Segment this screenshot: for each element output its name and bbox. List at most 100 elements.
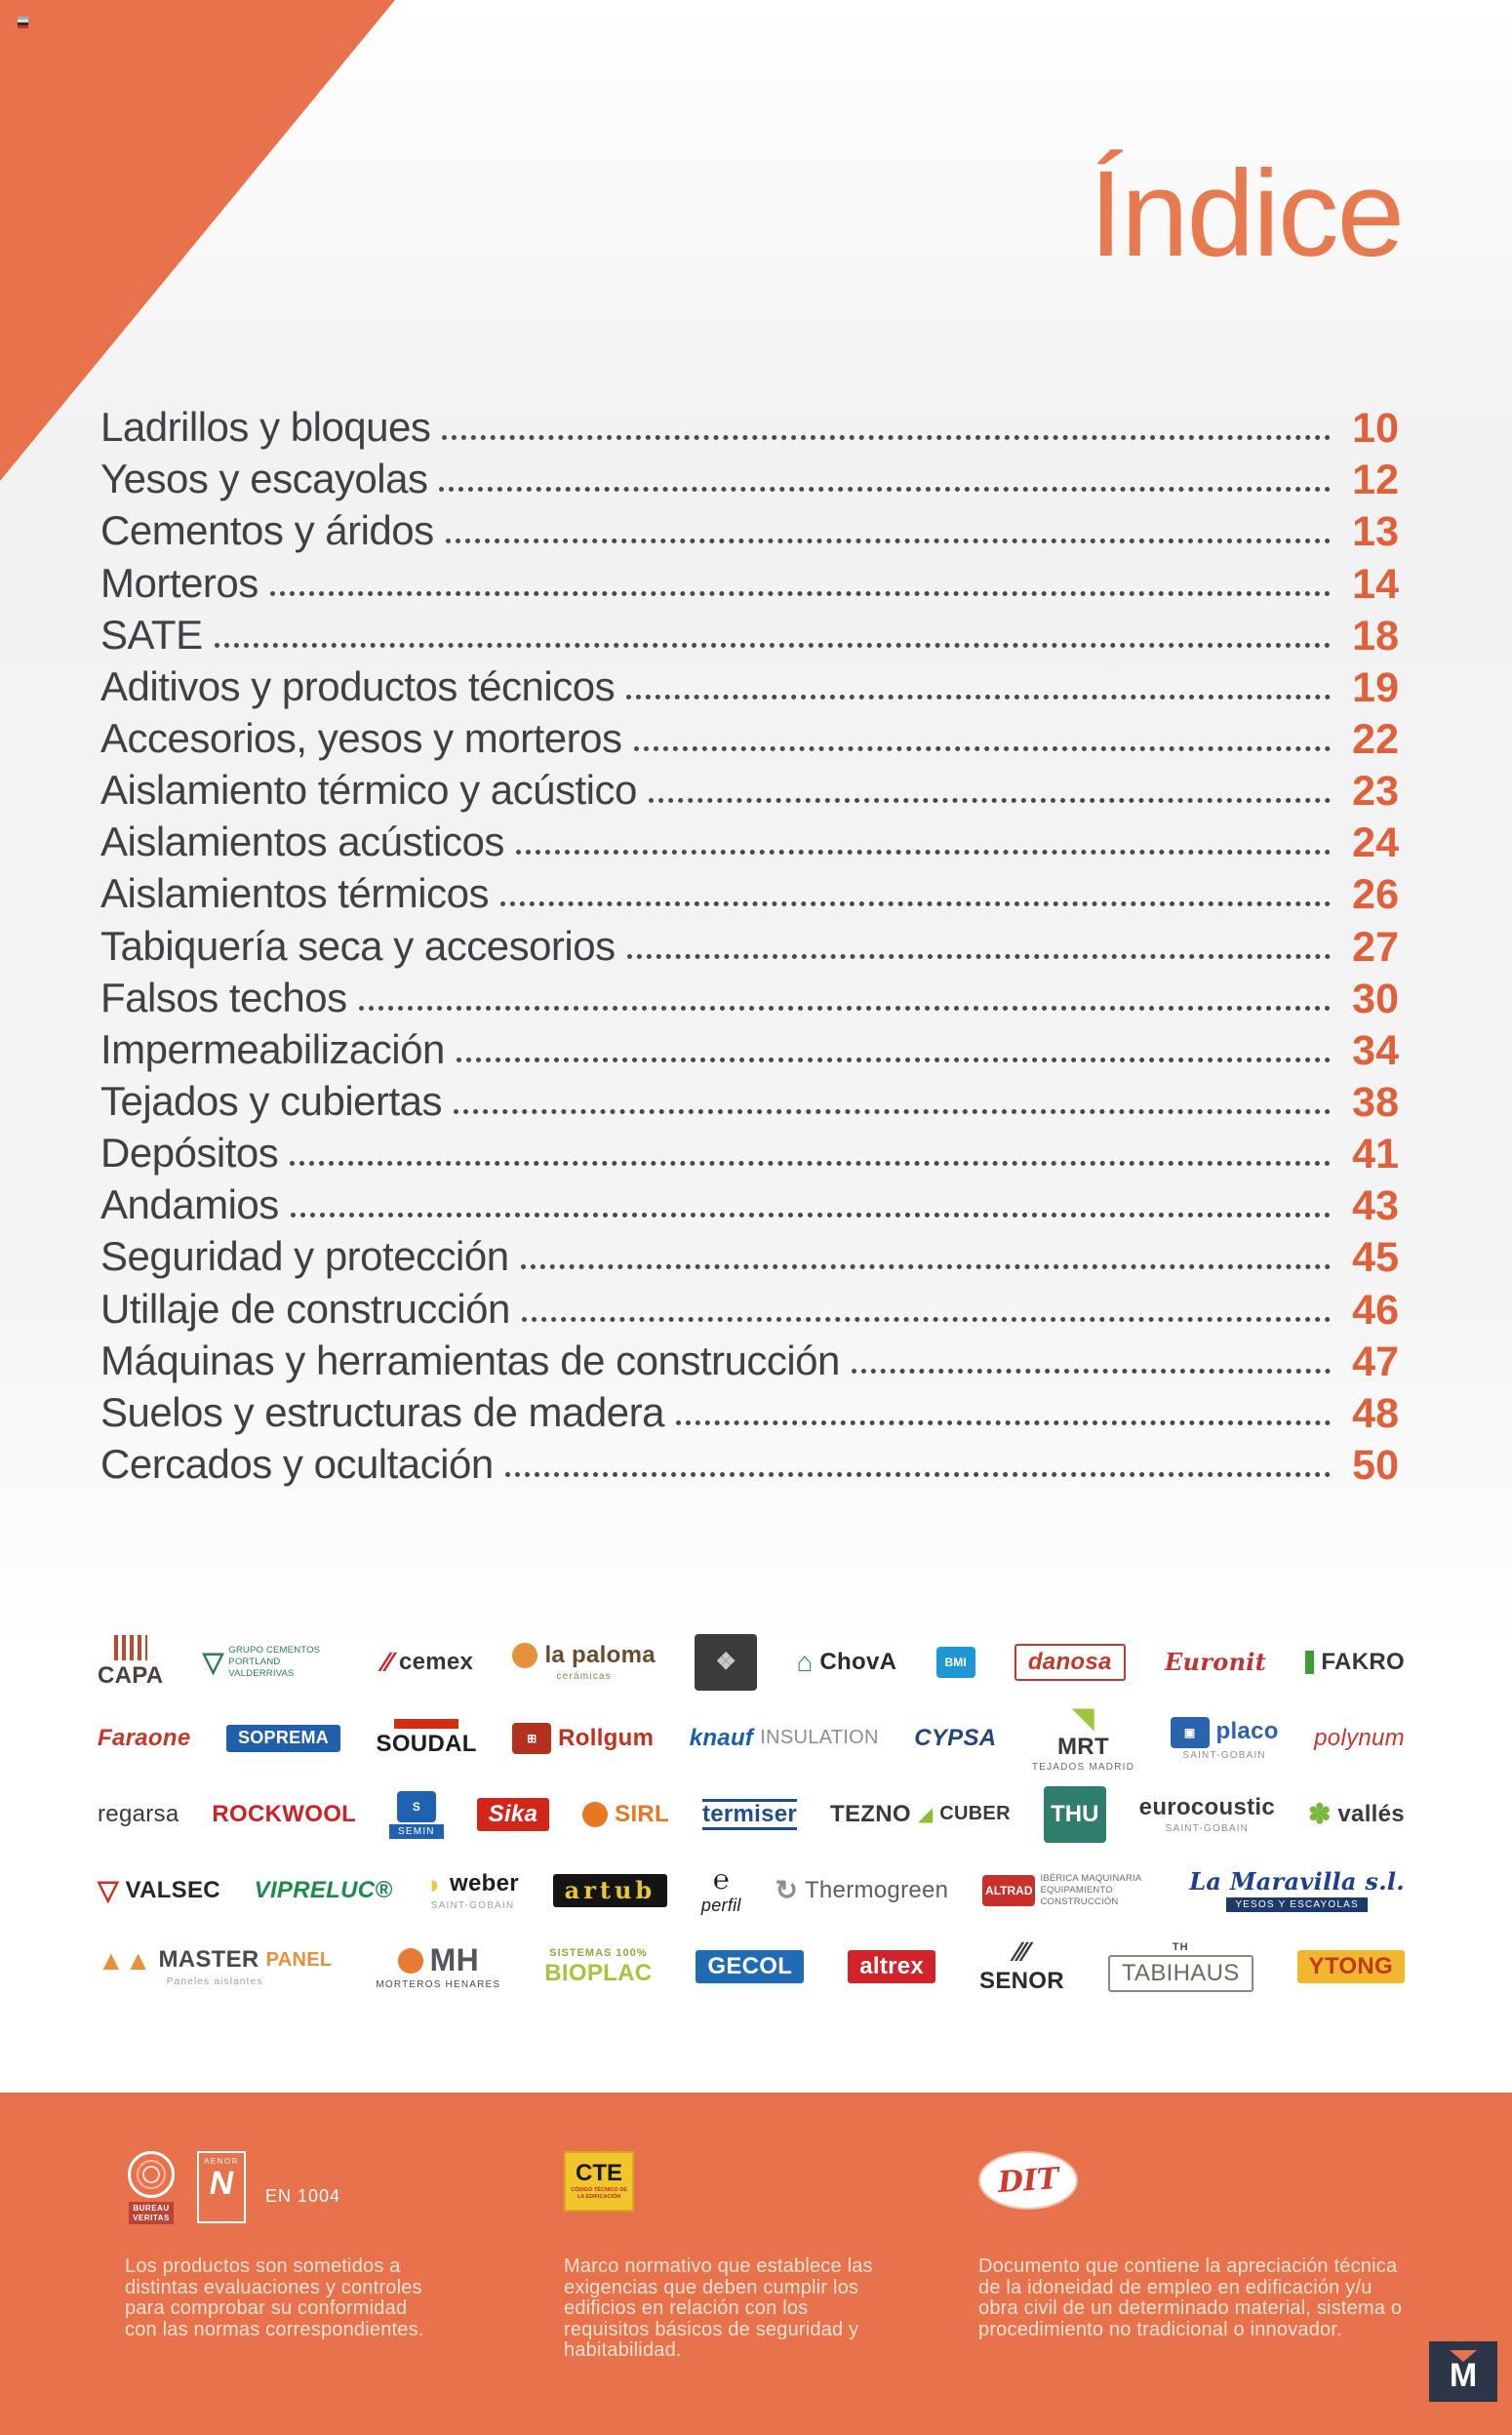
brand-logo-label: termiser [701,1798,798,1831]
toc-entry[interactable]: Tabiquería seca y accesorios 27 [100,922,1399,974]
toc-entry[interactable]: Cementos y áridos 13 [100,507,1399,559]
toc-entry-page-number: 18 [1352,612,1399,659]
toc-entry-page-number: 26 [1352,871,1399,919]
ceramic-emblem-icon: ❖ [695,1634,758,1691]
brand-logo-label: regarsa [98,1800,179,1827]
toc-entry[interactable]: Aislamientos acústicos 24 [100,818,1399,870]
toc-entry[interactable]: Ladrillos y bloques 10 [100,404,1399,456]
toc-entry[interactable]: Máquinas y herramientas de construcción 4… [100,1337,1399,1389]
brand-logo-eurocoustic: eurocoustic SAINT-GOBAIN [1139,1794,1275,1833]
toc-entry-page-number: 23 [1352,768,1399,816]
brand-logo-label: SOPREMA [225,1725,341,1752]
brand-logo-subtext: MORTEROS HENARES [376,1979,501,1991]
toc-entry[interactable]: Tejados y cubiertas 38 [100,1078,1399,1130]
toc-entry-label: Seguridad y protección [100,1233,509,1280]
toc-entry-label: Morteros [100,559,259,606]
toc-entry-page-number: 30 [1352,975,1399,1022]
publisher-mark: M [1429,2341,1497,2402]
brand-logo-label: polynum [1314,1724,1405,1751]
toc-entry[interactable]: Depósitos 41 [100,1130,1399,1181]
toc-entry-label: Falsos techos [100,974,347,1020]
toc-entry-page-number: 19 [1352,663,1399,711]
brand-logo-label: CYPSA [914,1724,997,1751]
toc-entry[interactable]: Seguridad y protección 45 [100,1233,1399,1285]
brand-logo-altrex: altrex [848,1949,936,1984]
brand-logo-label: cemex [398,1648,474,1675]
toc-entry[interactable]: Aislamiento térmico y acústico 23 [100,767,1399,818]
brand-logo-altrad: ALTRAD IBÉRICA MAQUINARIA EQUIPAMIENTO CO… [982,1873,1155,1908]
dotted-leader [675,1419,1331,1425]
toc-entry[interactable]: Accesorios, yesos y morteros 22 [100,715,1399,767]
brand-logo-label: artub [552,1873,668,1908]
dotted-leader [626,694,1331,699]
brand-logo-faraone: Faraone [98,1725,190,1751]
brand-logo-label: Sika [476,1797,550,1832]
toc-entry-label: Depósitos [100,1130,279,1177]
brand-logo-semin: S SEMIN [389,1790,444,1839]
toc-entry-label: Aislamientos acústicos [100,818,504,865]
toc-entry-page-number: 48 [1352,1389,1399,1437]
en-1004-label: EN 1004 [265,2186,341,2206]
dotted-leader [456,1057,1331,1062]
toc-entry-page-number: 46 [1352,1286,1399,1334]
toc-entry-label: Cementos y áridos [100,507,434,554]
brand-logo-label: vallés [1337,1800,1405,1827]
dotted-leader [290,1161,1331,1167]
toc-entry-page-number: 47 [1352,1337,1399,1385]
brand-logo-weber: ◗ weber SAINT-GOBAIN [426,1868,519,1911]
toc-entry[interactable]: Impermeabilización 34 [100,1026,1399,1078]
toc-entry[interactable]: Aislamientos térmicos 26 [100,870,1399,922]
cert-card-cte: CTE CÓDIGO TÉCNICO DE LA EDIFICACIÓN Mar… [564,2151,895,2362]
toc-entry-label: SATE [100,611,203,658]
dotted-leader [515,850,1331,856]
toc-entry-page-number: 50 [1352,1441,1399,1489]
publisher-mark-letter: M [1449,2356,1478,2394]
toc-entry[interactable]: Utillaje de construcción 46 [100,1285,1399,1337]
footer-certifications: BUREAU VERITAS AENOR N EN 1004 Los produ… [0,2093,1512,2435]
logo-row: CAPA ▽ GRUPO CEMENTOS PORTLAND VALDERRIVAS… [98,1624,1405,1700]
dotted-leader [851,1368,1331,1374]
dotted-leader [504,1471,1331,1477]
cert-card-en1004-logos: BUREAU VERITAS AENOR N EN 1004 [125,2151,437,2249]
cert-card-dit-text: Documento que contiene la apreciación té… [978,2255,1403,2340]
brand-logo-soprema: SOPREMA [225,1725,341,1752]
brand-logo-label: VALSEC [125,1876,220,1903]
weber-icon: ◗ [426,1868,444,1899]
dit-badge: DIT [978,2151,1078,2210]
brand-logo-label: TABIHAUS [1107,1954,1253,1993]
toc-entry[interactable]: Cercados y ocultación 50 [100,1441,1399,1493]
toc-entry[interactable]: Morteros 14 [100,559,1399,611]
toc-entry-label: Aditivos y productos técnicos [100,662,616,709]
toc-entry[interactable]: Suelos y estructuras de madera 48 [100,1389,1399,1441]
brand-logo-euronit: Euronit [1165,1649,1266,1675]
brand-logo-vipreluc: VIPRELUC® [255,1877,393,1903]
brand-logo-subtext: TEJADOS MADRID [1031,1762,1135,1774]
brand-logo-label: CAPA [98,1662,164,1690]
logo-row: ▲▲ MASTER PANEL Paneles aislantes MH MORTEROS… [98,1929,1405,2005]
placo-icon: ▣ [1170,1716,1210,1748]
brand-logo-cypsa: CYPSA [914,1724,997,1751]
brand-logo-cementos-portland-valderrivas: ▽ GRUPO CEMENTOS PORTLAND VALDERRIVAS [203,1645,344,1680]
dotted-leader [442,435,1331,441]
brand-logo-ceramic-emblem: ❖ [695,1634,758,1691]
toc-entry[interactable]: SATE 18 [100,612,1399,663]
brand-logo-la-paloma-ceramicas: la paloma cerámicas [512,1642,656,1682]
brand-logo-soudal: SOUDAL [377,1719,477,1757]
toc-entry[interactable]: Falsos techos 30 [100,975,1399,1026]
toc-entry-label: Yesos y escayolas [100,456,428,502]
toc-entry-page-number: 41 [1352,1131,1399,1178]
toc-entry-page-number: 12 [1352,457,1399,504]
brand-logo-label: FAKRO [1321,1648,1405,1675]
toc-list: Ladrillos y bloques 10 Yesos y escayolas 12… [100,404,1399,1493]
toc-entry-label: Tabiquería seca y accesorios [100,922,616,969]
toc-entry[interactable]: Yesos y escayolas 12 [100,456,1399,507]
toc-entry[interactable]: Aditivos y productos técnicos 19 [100,663,1399,715]
brand-logo-cemex: ∕∕ cemex [383,1649,474,1676]
cementos-portland-valderrivas-icon: ▽ [202,1647,224,1677]
toc-entry[interactable]: Andamios 43 [100,1181,1399,1233]
brand-logo-label: danosa [1014,1643,1126,1682]
dotted-leader [358,1005,1331,1011]
brand-logo-knauf-insulation: knauf INSULATION [689,1724,879,1751]
toc-entry-label: Ladrillos y bloques [100,404,431,451]
